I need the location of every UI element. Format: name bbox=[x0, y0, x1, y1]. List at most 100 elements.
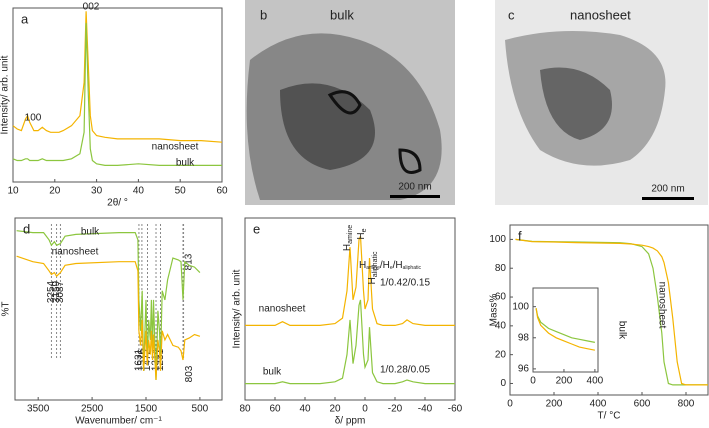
plot-frame bbox=[532, 287, 599, 373]
image-texture bbox=[280, 83, 375, 170]
x-tick-label: 60 bbox=[216, 186, 228, 197]
annotation-text: H bbox=[356, 232, 367, 239]
x-axis-label: Wavenumber/ cm⁻¹ bbox=[75, 416, 162, 427]
series-line bbox=[245, 235, 455, 326]
peak-label: 3087 bbox=[55, 280, 66, 303]
scale-bar bbox=[642, 197, 694, 200]
x-tick-label: 60 bbox=[269, 404, 281, 415]
series-label: bulk bbox=[81, 227, 100, 238]
series-label: nanosheet bbox=[152, 142, 199, 153]
x-tick-label: 0 bbox=[507, 399, 513, 410]
panel-letter: c bbox=[508, 7, 515, 22]
image-caption: bulk bbox=[330, 7, 354, 22]
series-label: nanosheet bbox=[656, 282, 667, 329]
subscript: e bbox=[390, 265, 393, 271]
series-line bbox=[12, 22, 222, 166]
series-label: bulk bbox=[176, 158, 195, 169]
scale-label: 200 nm bbox=[651, 184, 684, 195]
y-axis-label: Mass% bbox=[489, 294, 500, 327]
y-tick-label: 60 bbox=[495, 292, 507, 303]
y-tick-label: 98 bbox=[518, 332, 530, 343]
plot-frame bbox=[14, 217, 223, 401]
annotation: Haliphatic bbox=[367, 251, 379, 284]
series-label: bulk bbox=[616, 321, 627, 340]
annotation-text: H bbox=[359, 260, 366, 271]
x-tick-label: 200 bbox=[546, 399, 563, 410]
series-line bbox=[515, 238, 708, 386]
x-tick-label: 10 bbox=[7, 186, 19, 197]
x-tick-label: 0 bbox=[362, 404, 368, 415]
peak-label: 3254 bbox=[46, 280, 57, 303]
scale-bar bbox=[390, 195, 440, 198]
y-tick-label: 0 bbox=[500, 378, 506, 389]
y-tick-label: 96 bbox=[518, 364, 530, 375]
annotation: 100 bbox=[25, 113, 42, 124]
annotation: Hamine bbox=[342, 225, 354, 251]
x-tick-label: 200 bbox=[556, 376, 573, 387]
annotation: 1/0.42/0.15 bbox=[380, 278, 430, 289]
series-label: nanosheet bbox=[259, 304, 306, 315]
subscript: amine bbox=[347, 225, 354, 244]
y-tick-label: 20 bbox=[495, 349, 507, 360]
panel-letter: e bbox=[253, 221, 260, 236]
y-tick-label: 40 bbox=[495, 320, 507, 331]
subscript: e bbox=[361, 228, 368, 232]
x-tick-label: 40 bbox=[299, 404, 311, 415]
subscript: aliphatic bbox=[403, 265, 422, 271]
x-axis-label: δ/ ppm bbox=[335, 416, 366, 427]
peak-label: 803 bbox=[184, 365, 195, 382]
annotation-text: /H bbox=[380, 260, 390, 271]
y-axis-label: Intensity/ arb. unit bbox=[0, 55, 11, 134]
x-tick-label: 50 bbox=[175, 186, 187, 197]
annotation: Hamine/He/Haliphatic bbox=[359, 260, 421, 272]
series-line bbox=[535, 308, 596, 351]
panel-letter: b bbox=[260, 7, 267, 22]
x-axis-label: T/ °C bbox=[598, 411, 621, 422]
series-line bbox=[16, 255, 201, 381]
scale-label: 200 nm bbox=[398, 182, 431, 193]
x-tick-label: 80 bbox=[239, 404, 251, 415]
x-tick-label: 800 bbox=[678, 399, 695, 410]
series-line bbox=[12, 11, 223, 143]
peak-label: 1631 bbox=[134, 348, 145, 371]
image-caption: nanosheet bbox=[570, 7, 631, 22]
x-tick-label: 40 bbox=[133, 186, 145, 197]
x-tick-label: 1500 bbox=[135, 404, 158, 415]
y-axis-label: Intensity/ arb. unit bbox=[232, 269, 243, 348]
panel-letter: d bbox=[23, 221, 30, 236]
x-tick-label: -60 bbox=[448, 404, 463, 415]
x-tick-label: -40 bbox=[418, 404, 433, 415]
x-tick-label: 0 bbox=[530, 376, 536, 387]
series-line bbox=[245, 299, 455, 385]
panel-letter: f bbox=[518, 228, 522, 243]
x-tick-label: 30 bbox=[91, 186, 103, 197]
x-axis-label: 2θ/ ° bbox=[107, 198, 128, 209]
y-tick-label: 100 bbox=[512, 301, 529, 312]
x-tick-label: 2500 bbox=[81, 404, 104, 415]
annotation: 002 bbox=[83, 2, 100, 13]
subscript: amine bbox=[366, 265, 380, 271]
y-tick-label: 100 bbox=[489, 234, 506, 245]
x-tick-label: 400 bbox=[590, 399, 607, 410]
annotation-text: H bbox=[367, 277, 378, 284]
plot-frame bbox=[509, 224, 709, 396]
series-line bbox=[535, 308, 596, 343]
series-label: nanosheet bbox=[52, 247, 99, 258]
x-tick-label: 3500 bbox=[27, 404, 50, 415]
x-tick-label: 400 bbox=[587, 376, 604, 387]
x-tick-label: 20 bbox=[49, 186, 61, 197]
peak-label: 1576 bbox=[137, 348, 148, 371]
image-texture bbox=[540, 67, 612, 140]
x-tick-label: 600 bbox=[634, 399, 651, 410]
annotation: 1/0.28/0.05 bbox=[380, 365, 430, 376]
annotation: He bbox=[356, 228, 368, 239]
peak-label: 3159 bbox=[51, 280, 62, 303]
series-line bbox=[16, 230, 201, 381]
annotation-text: H bbox=[342, 244, 353, 251]
x-tick-label: -20 bbox=[388, 404, 403, 415]
tem-image-b: b bulk 200 nm bbox=[245, 0, 455, 205]
plot-frame bbox=[244, 217, 456, 401]
annotation-text: /H bbox=[393, 260, 403, 271]
subscript: aliphatic bbox=[372, 251, 379, 277]
